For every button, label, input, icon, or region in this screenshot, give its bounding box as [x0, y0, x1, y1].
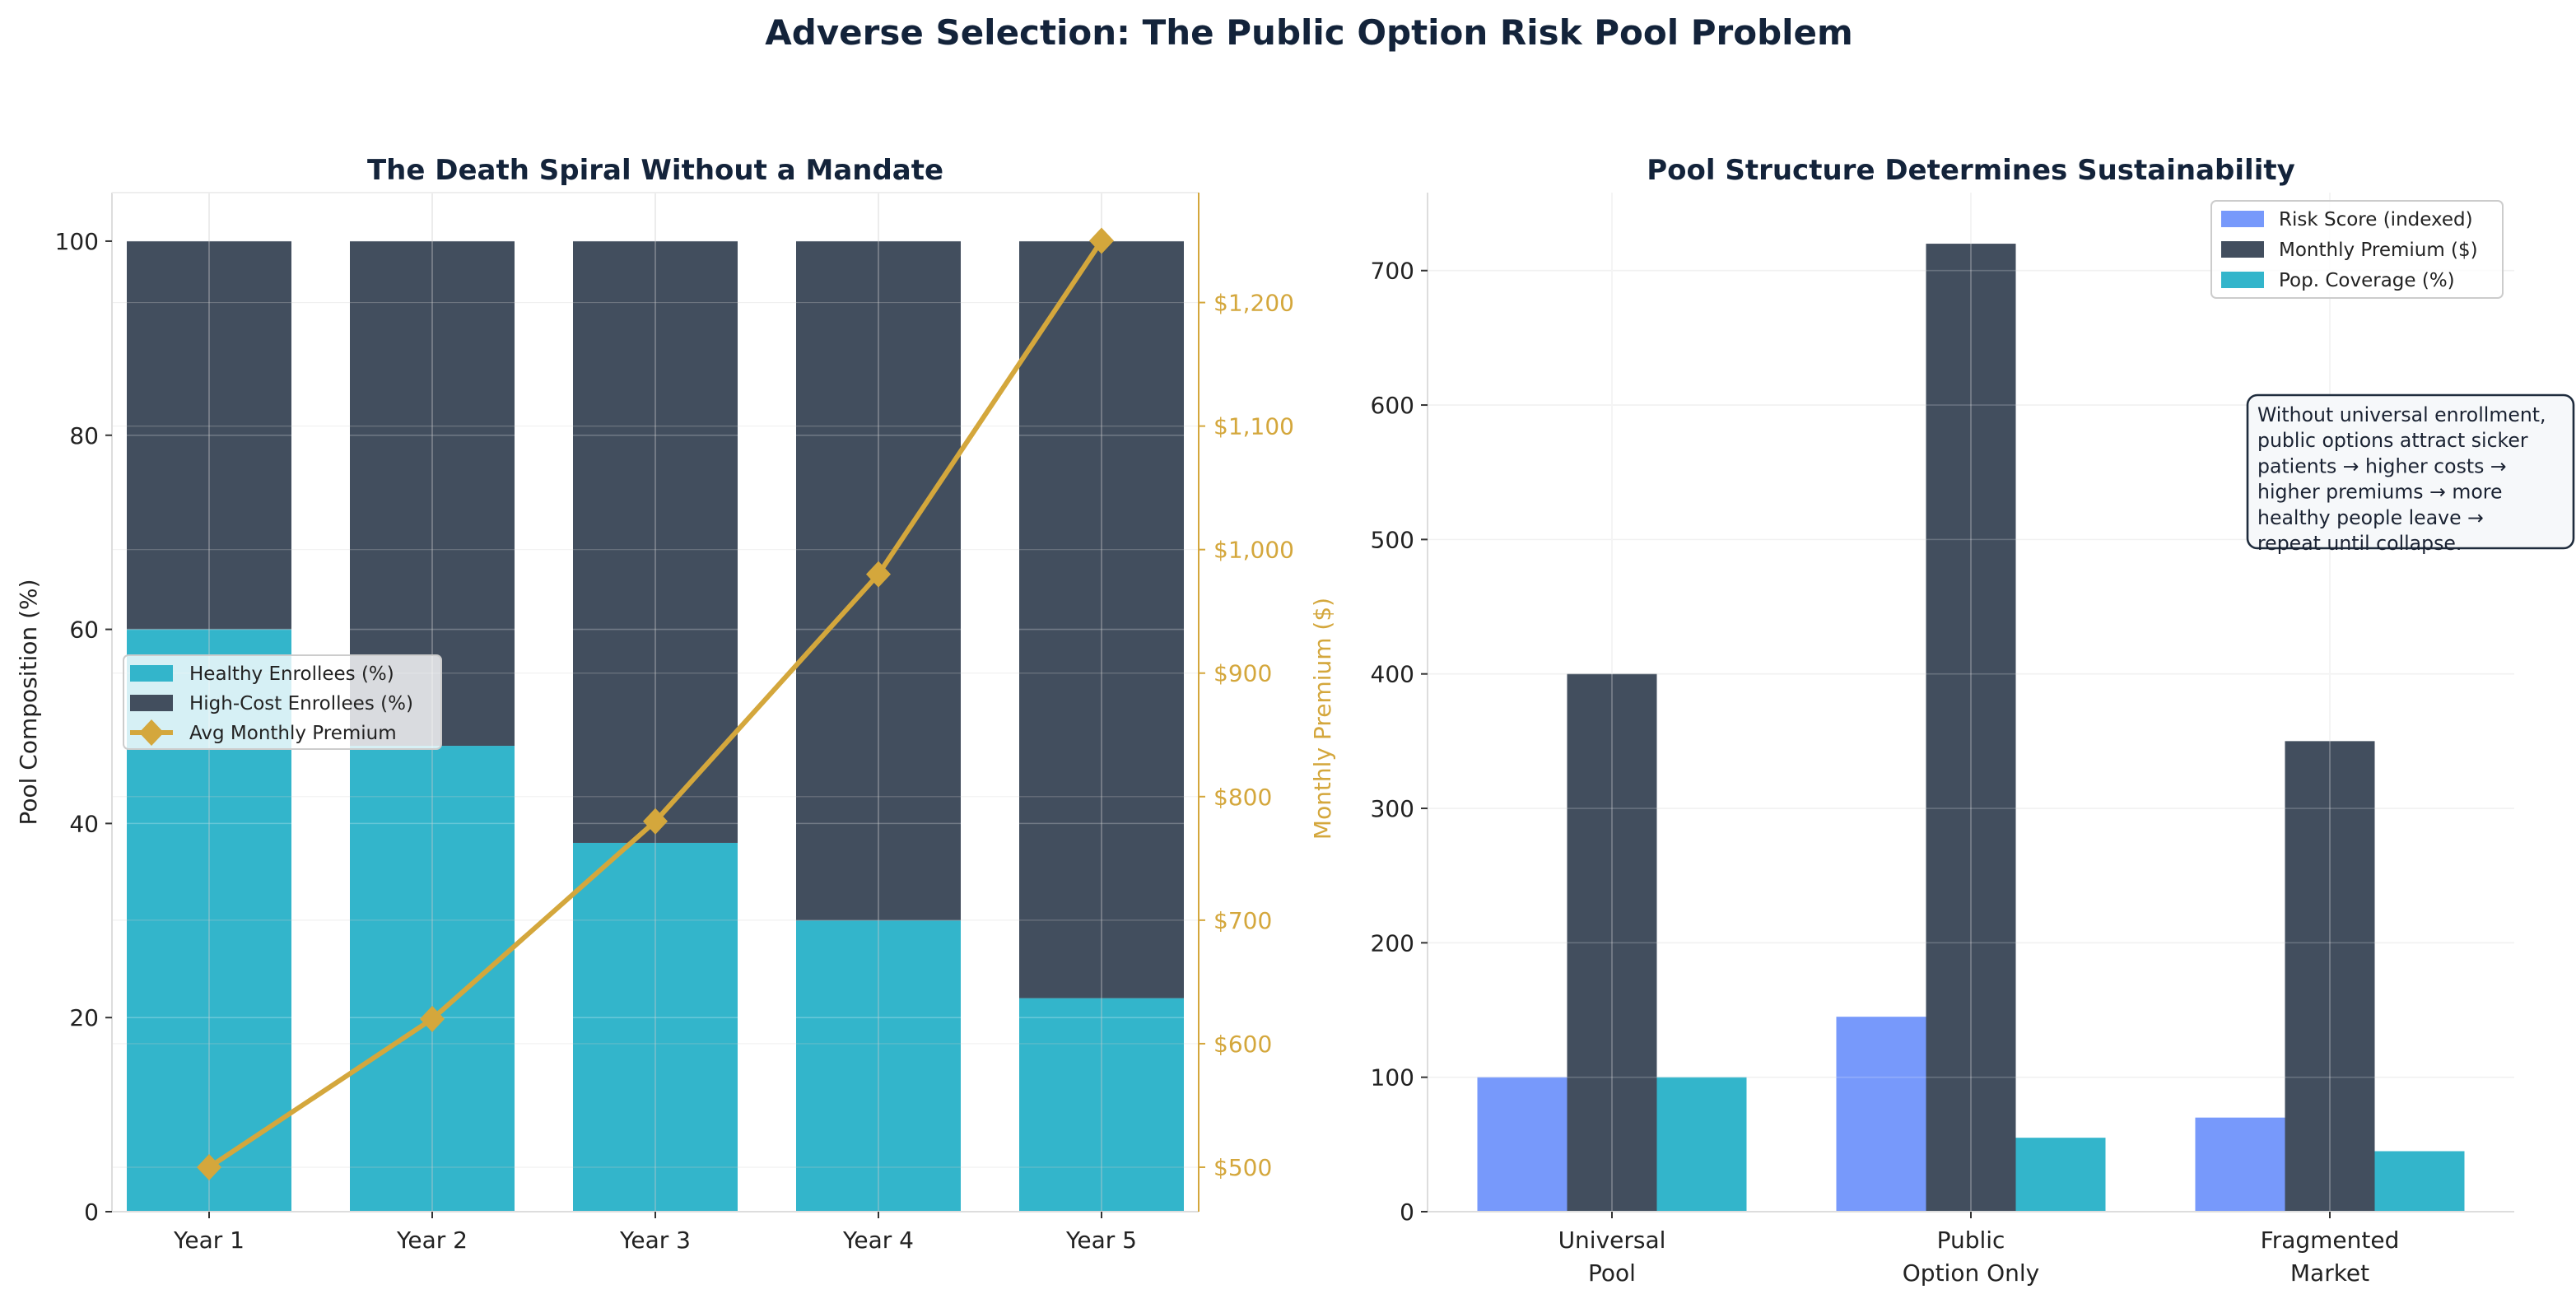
- y2-tick-label: $500: [1213, 1154, 1272, 1181]
- x-tick-label: Year 2: [396, 1227, 468, 1254]
- x-tick-label: Year 4: [842, 1227, 914, 1254]
- bar-healthy: [573, 842, 738, 1212]
- legend-label: Healthy Enrollees (%): [189, 663, 394, 685]
- legend: Healthy Enrollees (%) High-Cost Enrollees…: [123, 654, 442, 750]
- legend-swatch: [2221, 241, 2264, 258]
- legend-label: High-Cost Enrollees (%): [189, 693, 413, 714]
- legend-label: Monthly Premium ($): [2279, 240, 2478, 261]
- x-tick-label: Pool: [1588, 1259, 1636, 1287]
- y-tick-label: 100: [55, 228, 99, 255]
- bar-high-cost: [1019, 240, 1184, 998]
- x-tick-label: Year 5: [1065, 1227, 1137, 1254]
- chart-title: Pool Structure Determines Sustainability: [1647, 154, 2295, 187]
- annotation-line: higher premiums → more: [2257, 481, 2502, 504]
- premium-marker: [643, 808, 668, 835]
- y2-tick-label: $600: [1213, 1031, 1272, 1058]
- right-chart: Pool Structure Determines Sustainability…: [1371, 154, 2575, 1287]
- legend-box: [2210, 200, 2504, 299]
- y2-tick-label: $1,100: [1213, 413, 1294, 440]
- y-axis-label: Pool Composition (%): [15, 579, 42, 825]
- bar-healthy: [1019, 998, 1184, 1212]
- legend: Risk Score (indexed) Monthly Premium ($) P…: [2210, 200, 2504, 299]
- legend-swatch: [2221, 211, 2264, 227]
- x-tick-label: Public: [1937, 1227, 2005, 1254]
- annotation-line: public options attract sicker: [2257, 429, 2528, 452]
- y-tick-label: 400: [1371, 661, 1414, 688]
- y2-tick-label: $800: [1213, 784, 1272, 811]
- legend-swatch: [130, 665, 173, 682]
- bar-0: [1477, 1077, 1567, 1212]
- x-tick-label: Fragmented: [2261, 1227, 2400, 1254]
- bar-2: [1656, 1077, 1747, 1212]
- y-tick-label: 600: [1371, 392, 1414, 419]
- bar-1: [1926, 244, 2016, 1212]
- y2-tick-label: $1,200: [1213, 290, 1294, 317]
- premium-marker: [420, 1005, 445, 1032]
- premium-marker: [866, 561, 891, 588]
- bar-high-cost: [127, 240, 291, 630]
- y-tick-label: 300: [1371, 795, 1414, 822]
- annotation-box: Without universal enrollment, public opti…: [2246, 393, 2575, 555]
- bar-1: [2285, 741, 2375, 1212]
- y-tick-label: 100: [1371, 1064, 1414, 1092]
- bar-high-cost: [573, 240, 738, 843]
- legend-box: [123, 654, 442, 750]
- y-tick-label: 40: [69, 810, 99, 837]
- bar-1: [1567, 673, 1657, 1212]
- x-tick-label: Universal: [1558, 1227, 1666, 1254]
- bar-2: [2374, 1151, 2465, 1212]
- y-tick-label: 20: [69, 1004, 99, 1031]
- bar-healthy: [350, 746, 515, 1212]
- y-tick-label: 500: [1371, 526, 1414, 553]
- legend-label: Risk Score (indexed): [2279, 209, 2473, 230]
- left-chart: The Death Spiral Without a Mandate 0 20 40 6…: [15, 154, 1336, 1254]
- y-tick-label: 0: [84, 1199, 99, 1226]
- y-tick-label: 200: [1371, 929, 1414, 957]
- figure-title: Adverse Selection: The Public Option Ris…: [765, 12, 1853, 53]
- x-tick-label: Year 1: [173, 1227, 245, 1254]
- x-tick-label: Option Only: [1903, 1259, 2039, 1287]
- y-tick-label: 0: [1400, 1199, 1414, 1226]
- annotation-frame: [2246, 393, 2575, 550]
- y2-axis-label: Monthly Premium ($): [1309, 598, 1336, 840]
- premium-marker: [1089, 227, 1114, 254]
- y2-tick-label: $1,000: [1213, 537, 1294, 564]
- legend-label: Pop. Coverage (%): [2279, 270, 2455, 291]
- annotation-line: repeat until collapse.: [2257, 532, 2462, 555]
- bar-2: [2015, 1138, 2106, 1212]
- chart-title: The Death Spiral Without a Mandate: [367, 154, 943, 187]
- annotation-line: healthy people leave →: [2257, 506, 2484, 529]
- bar-0: [1836, 1017, 1926, 1212]
- legend-swatch: [130, 695, 173, 711]
- y2-tick-label: $700: [1213, 907, 1272, 934]
- annotation-line: Without universal enrollment,: [2257, 403, 2546, 426]
- y2-tick-label: $900: [1213, 660, 1272, 687]
- x-tick-label: Year 3: [619, 1227, 691, 1254]
- y-tick-label: 60: [69, 617, 99, 644]
- legend-swatch-diamond: [139, 719, 164, 746]
- bar-healthy: [796, 920, 961, 1212]
- bar-0: [2195, 1117, 2285, 1212]
- y-tick-label: 80: [69, 422, 99, 449]
- x-tick-label: Market: [2290, 1259, 2369, 1287]
- legend-label: Avg Monthly Premium: [189, 723, 397, 744]
- premium-marker: [197, 1153, 221, 1180]
- annotation-line: patients → higher costs →: [2257, 454, 2507, 477]
- y-tick-label: 700: [1371, 258, 1414, 285]
- legend-swatch: [2221, 272, 2264, 288]
